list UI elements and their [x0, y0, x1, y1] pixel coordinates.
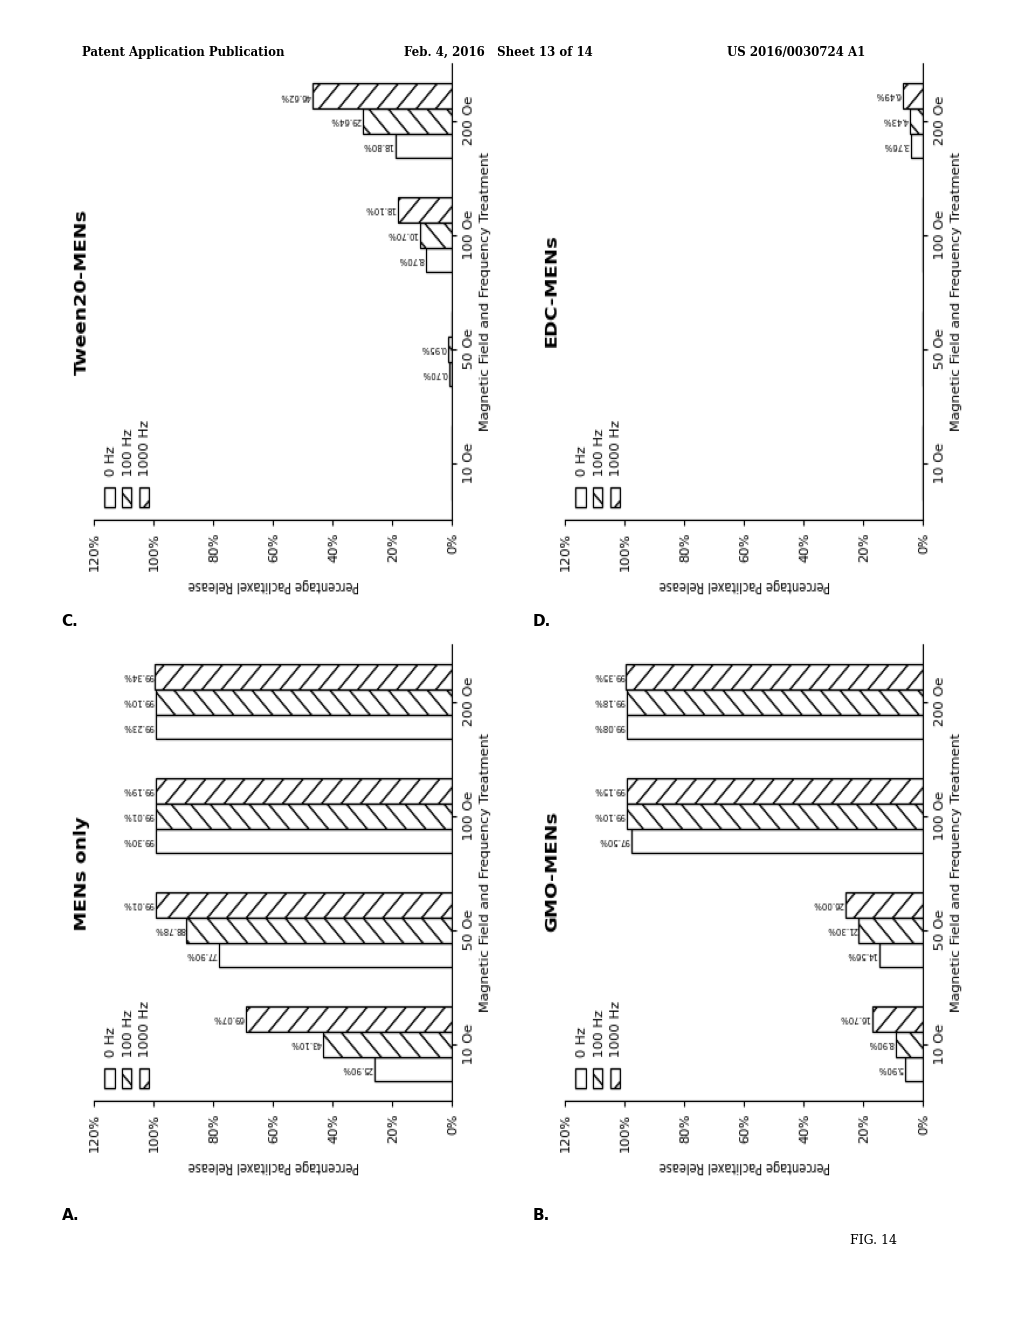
Text: C.: C. [61, 614, 78, 628]
Text: US 2016/0030724 A1: US 2016/0030724 A1 [727, 46, 865, 59]
Text: A.: A. [61, 1208, 79, 1222]
Text: B.: B. [532, 1208, 550, 1222]
Text: Feb. 4, 2016   Sheet 13 of 14: Feb. 4, 2016 Sheet 13 of 14 [404, 46, 593, 59]
Text: FIG. 14: FIG. 14 [850, 1234, 897, 1247]
Text: Patent Application Publication: Patent Application Publication [82, 46, 285, 59]
Text: D.: D. [532, 614, 551, 628]
